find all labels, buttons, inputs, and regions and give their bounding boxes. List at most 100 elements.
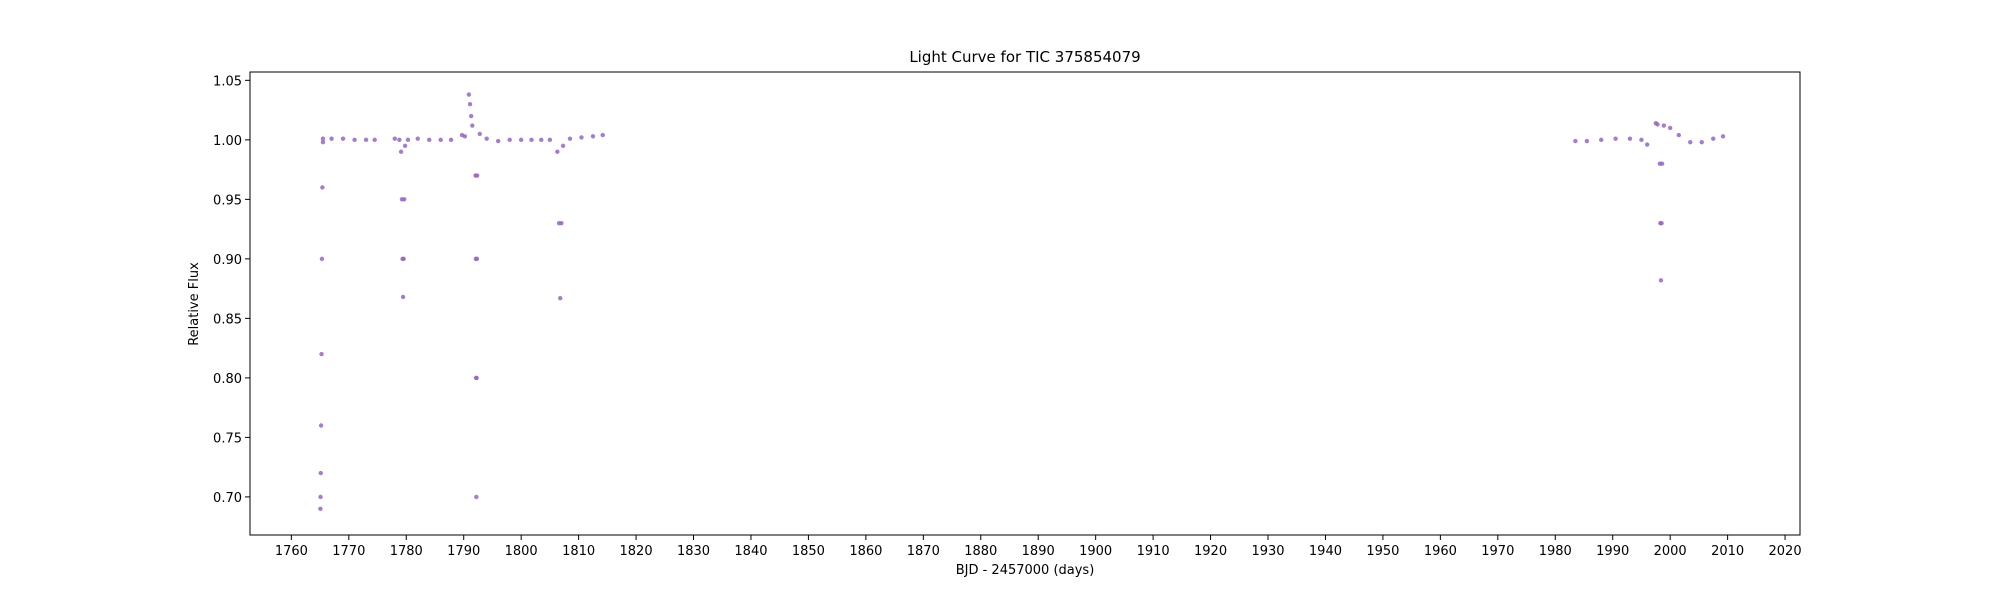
data-point xyxy=(1639,137,1644,143)
data-point xyxy=(1573,138,1578,144)
x-tick-label: 1960 xyxy=(1424,544,1457,559)
data-point xyxy=(400,294,406,300)
x-tick-label: 1800 xyxy=(505,544,538,559)
data-point xyxy=(600,132,605,138)
x-axis-title: BJD - 2457000 (days) xyxy=(956,563,1095,578)
data-point xyxy=(1661,123,1667,128)
y-tick-label: 1.05 xyxy=(213,74,242,89)
data-point xyxy=(340,136,346,141)
data-point xyxy=(1613,136,1618,141)
x-tick-label: 2010 xyxy=(1711,544,1744,559)
data-point xyxy=(1720,134,1726,139)
data-point xyxy=(397,137,402,143)
data-point xyxy=(320,185,325,190)
plot-frame xyxy=(249,71,1801,536)
x-tick-label: 1850 xyxy=(792,544,825,559)
data-point xyxy=(320,136,326,141)
x-tick-label: 1870 xyxy=(907,544,940,559)
x-tick-label: 1830 xyxy=(677,544,710,559)
x-tick-label: 1790 xyxy=(447,544,480,559)
data-point xyxy=(319,256,325,262)
data-point xyxy=(539,137,544,143)
data-point xyxy=(363,137,369,143)
data-point xyxy=(427,137,432,143)
data-point xyxy=(484,136,489,141)
data-point xyxy=(1667,125,1673,131)
data-point xyxy=(475,173,480,178)
x-tick-label: 2000 xyxy=(1654,544,1687,559)
x-tick-label: 1990 xyxy=(1596,544,1629,559)
data-point xyxy=(352,137,357,143)
data-point xyxy=(518,137,524,143)
data-point xyxy=(559,220,564,226)
y-axis-title: Relative Flux xyxy=(187,262,202,346)
data-point xyxy=(1688,140,1693,145)
x-tick-label: 1910 xyxy=(1137,544,1170,559)
data-point xyxy=(401,256,406,262)
x-tick-label: 1940 xyxy=(1309,544,1342,559)
data-point xyxy=(319,351,324,357)
data-point xyxy=(468,113,474,119)
x-tick-label: 1900 xyxy=(1079,544,1112,559)
data-point xyxy=(477,131,482,137)
data-point xyxy=(405,137,411,143)
data-point xyxy=(1655,122,1660,127)
data-point xyxy=(1711,136,1716,141)
x-tick-label: 1810 xyxy=(562,544,595,559)
data-point xyxy=(507,137,512,143)
data-point xyxy=(567,136,573,141)
data-point xyxy=(1584,138,1590,144)
data-point xyxy=(1599,137,1604,143)
x-tick-label: 1890 xyxy=(1022,544,1055,559)
y-axis: 0.70 0.75 0.80 0.85 0.90 0.95 1.00 1.05 xyxy=(213,74,250,506)
data-point xyxy=(329,136,334,141)
data-point xyxy=(392,136,397,141)
data-point xyxy=(1658,278,1664,283)
data-point xyxy=(318,494,323,500)
data-point xyxy=(1699,140,1704,145)
data-point xyxy=(474,375,479,381)
data-point xyxy=(448,137,454,143)
y-tick-label: 0.75 xyxy=(213,431,242,446)
x-tick-label: 1760 xyxy=(275,544,308,559)
data-point xyxy=(462,134,468,139)
data-point xyxy=(402,143,408,148)
data-point xyxy=(466,92,472,97)
data-point xyxy=(558,295,563,301)
data-point xyxy=(318,506,323,512)
x-tick-label: 1860 xyxy=(849,544,882,559)
data-point xyxy=(547,137,553,143)
data-point xyxy=(470,123,475,128)
data-point xyxy=(579,135,584,140)
x-tick-label: 1880 xyxy=(964,544,997,559)
data-point xyxy=(402,197,407,202)
x-tick-label: 1970 xyxy=(1481,544,1514,559)
data-points xyxy=(318,92,1726,512)
chart-title: Light Curve for TIC 375854079 xyxy=(909,48,1140,66)
data-point xyxy=(1627,136,1633,141)
data-point xyxy=(590,134,596,139)
data-point xyxy=(318,470,323,476)
data-point xyxy=(474,494,479,500)
x-tick-label: 1780 xyxy=(390,544,423,559)
data-point xyxy=(1659,220,1664,226)
data-point xyxy=(318,423,324,428)
data-point xyxy=(1659,161,1665,166)
data-point xyxy=(560,143,566,148)
x-tick-label: 1920 xyxy=(1194,544,1227,559)
data-point xyxy=(1676,132,1681,138)
y-tick-label: 0.90 xyxy=(213,253,242,268)
x-tick-label: 1820 xyxy=(620,544,653,559)
data-point xyxy=(320,140,326,145)
x-tick-label: 1980 xyxy=(1539,544,1572,559)
x-tick-label: 2020 xyxy=(1769,544,1802,559)
data-point xyxy=(495,138,501,144)
y-tick-label: 0.80 xyxy=(213,372,242,387)
x-tick-label: 1930 xyxy=(1251,544,1284,559)
y-tick-label: 1.00 xyxy=(213,134,242,149)
y-tick-label: 0.85 xyxy=(213,312,242,327)
data-point xyxy=(398,149,404,154)
data-point xyxy=(1644,142,1650,147)
